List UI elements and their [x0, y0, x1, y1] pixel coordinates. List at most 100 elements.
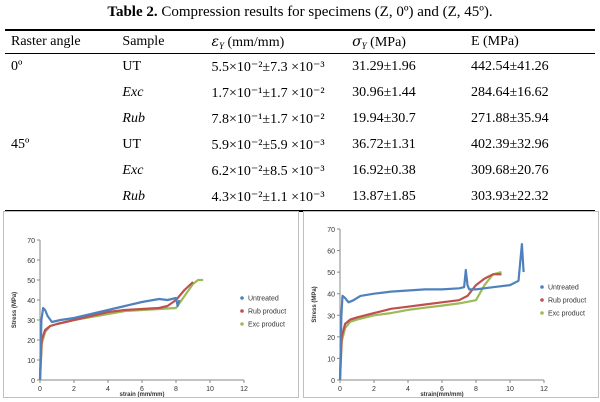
series-line-exc-product — [38, 278, 204, 381]
stress-subscript: Y — [361, 40, 367, 51]
series-line-rub-product — [338, 273, 502, 381]
header-sample: Sample — [122, 29, 212, 54]
cell-stress: 36.72±1.31 — [352, 137, 416, 152]
x-tick-label: 10 — [206, 386, 214, 393]
y-tick-label: 20 — [27, 338, 35, 345]
x-tick-label: 0 — [38, 386, 42, 393]
header-strain: εY (mm/mm) — [211, 29, 353, 54]
cell-modulus: 303.93±22.32 — [470, 184, 595, 212]
cell-sample: Exc — [122, 85, 144, 100]
y-tick-label: 0 — [31, 378, 35, 385]
strain-subscript: Y — [218, 40, 224, 51]
legend-label: Untreated — [548, 285, 579, 292]
y-tick-label: 30 — [27, 318, 35, 325]
y-tick-label: 50 — [327, 270, 335, 277]
y-tick-label: 20 — [327, 335, 335, 342]
x-tick-label: 2 — [72, 386, 76, 393]
legend-label: Exc product — [548, 311, 585, 318]
x-tick-label: 8 — [474, 386, 478, 393]
cell-sample: Exc — [122, 163, 144, 178]
y-tick-label: 40 — [327, 292, 335, 299]
legend-label: Rub product — [248, 309, 286, 316]
legend-label: Rub product — [548, 298, 586, 305]
chart-panel-left: 0 10 20 30 40 50 60 70 0 2 4 6 8 10 12 strain (mm/mm) St… — [3, 211, 299, 398]
series-line-exc-product — [338, 271, 502, 381]
y-tick-label: 30 — [327, 313, 335, 320]
y-tick-label: 0 — [331, 378, 335, 385]
cell-stress: 19.94±30.7 — [352, 111, 416, 126]
legend-marker — [540, 311, 544, 315]
x-tick-label: 0 — [338, 386, 342, 393]
x-tick-label: 2 — [372, 386, 376, 393]
cell-sample: Rub — [122, 184, 212, 212]
cell-angle — [5, 158, 122, 184]
y-tick-label: 60 — [27, 258, 35, 265]
y-tick-label: 40 — [27, 298, 35, 305]
y-tick-label: 10 — [327, 356, 335, 363]
legend-label: Exc product — [248, 322, 285, 329]
stress-strain-chart-left: 0 10 20 30 40 50 60 70 0 2 4 6 8 10 12 strain (mm/mm) St… — [12, 238, 286, 398]
y-tick-label: 70 — [27, 238, 35, 245]
cell-sample: UT — [122, 137, 142, 152]
chart-panel-right: 0 10 20 30 40 50 60 70 0 2 4 6 8 10 12 strain(mm/mm) Str… — [303, 211, 599, 398]
x-axis-title: strain (mm/mm) — [119, 392, 164, 397]
x-tick-label: 4 — [406, 386, 410, 393]
table-header-row: Raster angle Sample εY (mm/mm) σY (MPa) … — [5, 29, 595, 54]
cell-angle — [5, 184, 123, 212]
table-caption: Table 2. Compression results for specime… — [0, 4, 600, 21]
header-stress: σY (MPa) — [352, 29, 471, 54]
x-tick-label: 12 — [540, 386, 548, 393]
cell-modulus: 271.88±35.94 — [470, 111, 549, 126]
series-line-untreated — [38, 296, 181, 381]
table-caption-label: Table 2. — [107, 4, 158, 20]
table-row: Exc 6.2×10⁻²±8.5 ×10⁻³ 16.92±0.38 309.68… — [5, 158, 595, 184]
y-tick-label: 60 — [327, 249, 335, 256]
cell-strain: 5.9×10⁻²±5.9 ×10⁻³ — [211, 137, 325, 153]
table-row: Rub 7.8×10⁻¹±1.7 ×10⁻² 19.94±30.7 271.88… — [5, 106, 595, 132]
series-line-rub-product — [38, 281, 194, 381]
x-tick-label: 4 — [106, 386, 110, 393]
header-raster-angle: Raster angle — [5, 29, 123, 54]
cell-strain: 7.8×10⁻¹±1.7 ×10⁻² — [211, 111, 325, 127]
cell-strain: 6.2×10⁻²±8.5 ×10⁻³ — [211, 163, 325, 179]
x-tick-label: 6 — [140, 386, 144, 393]
cell-stress: 31.29±1.96 — [352, 59, 416, 74]
y-tick-label: 70 — [327, 227, 335, 234]
strain-symbol: ε — [211, 33, 219, 50]
cell-modulus: 442.54±41.26 — [470, 59, 549, 74]
table-row: Exc 1.7×10⁻¹±1.7 ×10⁻² 30.96±1.44 284.64… — [5, 80, 595, 106]
legend-marker — [240, 322, 244, 326]
cell-angle — [5, 80, 122, 106]
cell-stress: 30.96±1.44 — [352, 85, 416, 100]
table-caption-text: Compression results for specimens (Z, 0º… — [157, 4, 493, 20]
cell-angle: 0º — [11, 59, 23, 74]
legend-marker — [240, 296, 244, 300]
stress-symbol: σ — [352, 33, 362, 50]
cell-sample: UT — [122, 59, 142, 74]
cell-stress: 16.92±0.38 — [352, 163, 416, 178]
y-tick-label: 10 — [27, 358, 35, 365]
cell-stress: 13.87±1.85 — [352, 184, 471, 212]
x-tick-label: 10 — [506, 386, 514, 393]
x-tick-label: 12 — [240, 386, 248, 393]
cell-angle — [5, 106, 122, 132]
y-axis-title: Stress (MPa) — [312, 286, 318, 322]
cell-modulus: 284.64±16.62 — [470, 85, 549, 100]
x-tick-label: 8 — [174, 386, 178, 393]
x-axis-title: strain(mm/mm) — [420, 392, 463, 397]
cell-strain: 1.7×10⁻¹±1.7 ×10⁻² — [211, 85, 325, 101]
header-modulus: E (MPa) — [470, 29, 595, 54]
legend-marker — [240, 309, 244, 313]
cell-strain: 5.5×10⁻²±7.3 ×10⁻³ — [211, 59, 325, 75]
cell-sample: Rub — [122, 111, 145, 126]
cell-angle: 45º — [11, 137, 30, 152]
results-table: Raster angle Sample εY (mm/mm) σY (MPa) … — [5, 29, 595, 212]
series-line-untreated — [338, 242, 525, 381]
strain-unit: (mm/mm) — [223, 34, 285, 50]
legend-label: Untreated — [248, 296, 279, 303]
stress-unit: (MPa) — [366, 34, 406, 50]
cell-strain: 4.3×10⁻²±1.1 ×10⁻³ — [211, 184, 353, 212]
x-tick-label: 6 — [440, 386, 444, 393]
cell-modulus: 402.39±32.96 — [470, 137, 549, 152]
table-row: 0º UT 5.5×10⁻²±7.3 ×10⁻³ 31.29±1.96 442.… — [5, 54, 595, 81]
